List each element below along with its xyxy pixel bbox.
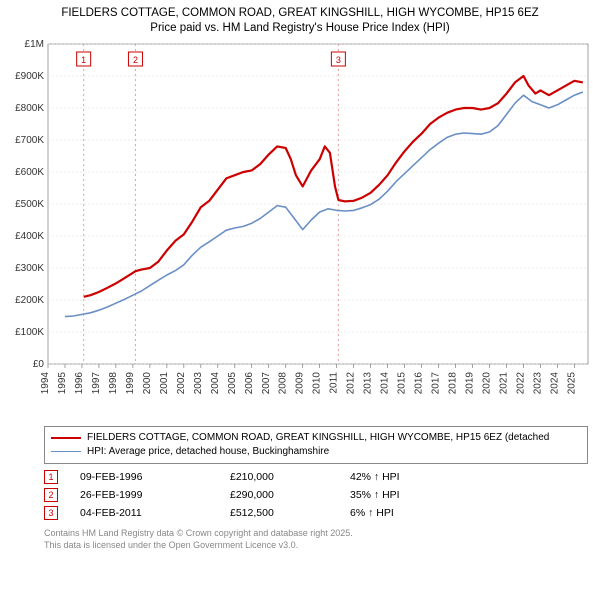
svg-text:2: 2 — [133, 55, 138, 65]
svg-text:2008: 2008 — [278, 371, 289, 394]
svg-text:2005: 2005 — [227, 371, 238, 394]
markers-table: 1 09-FEB-1996 £210,000 42% ↑ HPI 2 26-FE… — [44, 468, 588, 522]
chart-title: FIELDERS COTTAGE, COMMON ROAD, GREAT KIN… — [8, 6, 592, 36]
svg-text:2004: 2004 — [210, 371, 221, 394]
marker-date-3: 04-FEB-2011 — [80, 507, 230, 519]
svg-text:£700K: £700K — [15, 135, 44, 146]
svg-text:2013: 2013 — [363, 371, 374, 394]
marker-row-3: 3 04-FEB-2011 £512,500 6% ↑ HPI — [44, 504, 588, 522]
svg-text:1994: 1994 — [40, 371, 51, 394]
svg-text:£600K: £600K — [15, 167, 44, 178]
svg-text:2001: 2001 — [159, 371, 170, 394]
svg-text:£0: £0 — [33, 359, 45, 370]
marker-delta-3: 6% ↑ HPI — [350, 507, 470, 519]
marker-price-2: £290,000 — [230, 489, 350, 501]
svg-text:1996: 1996 — [74, 371, 85, 394]
svg-text:2019: 2019 — [465, 371, 476, 394]
svg-text:2022: 2022 — [515, 371, 526, 394]
svg-text:2010: 2010 — [312, 371, 323, 394]
svg-text:2007: 2007 — [261, 371, 272, 394]
marker-date-2: 26-FEB-1999 — [80, 489, 230, 501]
legend-swatch-hpi — [51, 451, 81, 452]
chart-svg: £0 £100K £200K £300K £400K £500K £600K £700K £80… — [8, 40, 592, 420]
svg-text:£900K: £900K — [15, 71, 44, 82]
svg-text:£200K: £200K — [15, 295, 44, 306]
marker-price-1: £210,000 — [230, 471, 350, 483]
attribution: Contains HM Land Registry data © Crown c… — [44, 528, 592, 551]
svg-text:£300K: £300K — [15, 263, 44, 274]
svg-text:2023: 2023 — [532, 371, 543, 394]
svg-text:2025: 2025 — [566, 371, 577, 394]
attribution-line-2: This data is licensed under the Open Gov… — [44, 540, 592, 552]
marker-delta-1: 42% ↑ HPI — [350, 471, 470, 483]
svg-text:1997: 1997 — [91, 371, 102, 394]
marker-badge-2: 2 — [44, 488, 58, 502]
attribution-line-1: Contains HM Land Registry data © Crown c… — [44, 528, 592, 540]
svg-text:1995: 1995 — [57, 371, 68, 394]
marker-badge-3: 3 — [44, 506, 58, 520]
svg-text:2002: 2002 — [176, 371, 187, 394]
svg-text:1: 1 — [81, 55, 86, 65]
chart-container: FIELDERS COTTAGE, COMMON ROAD, GREAT KIN… — [0, 0, 600, 590]
svg-text:2021: 2021 — [498, 371, 509, 394]
svg-text:2012: 2012 — [346, 371, 357, 394]
svg-text:3: 3 — [336, 55, 341, 65]
svg-text:2011: 2011 — [329, 371, 340, 393]
svg-text:£100K: £100K — [15, 327, 44, 338]
legend-row-property: FIELDERS COTTAGE, COMMON ROAD, GREAT KIN… — [51, 431, 581, 445]
svg-text:2024: 2024 — [549, 371, 560, 394]
svg-text:2015: 2015 — [397, 371, 408, 394]
svg-text:2020: 2020 — [482, 371, 493, 394]
svg-text:£800K: £800K — [15, 103, 44, 114]
svg-text:2018: 2018 — [448, 371, 459, 394]
svg-text:2009: 2009 — [295, 371, 306, 394]
svg-text:1999: 1999 — [125, 371, 136, 394]
chart-plot-area: £0 £100K £200K £300K £400K £500K £600K £700K £80… — [8, 40, 592, 420]
title-line-1: FIELDERS COTTAGE, COMMON ROAD, GREAT KIN… — [8, 6, 592, 21]
marker-date-1: 09-FEB-1996 — [80, 471, 230, 483]
marker-price-3: £512,500 — [230, 507, 350, 519]
svg-text:2014: 2014 — [380, 371, 391, 394]
svg-text:1998: 1998 — [108, 371, 119, 394]
legend: FIELDERS COTTAGE, COMMON ROAD, GREAT KIN… — [44, 426, 588, 464]
svg-text:2000: 2000 — [142, 371, 153, 394]
marker-delta-2: 35% ↑ HPI — [350, 489, 470, 501]
svg-text:£1M: £1M — [25, 40, 44, 50]
legend-row-hpi: HPI: Average price, detached house, Buck… — [51, 445, 581, 459]
legend-label-property: FIELDERS COTTAGE, COMMON ROAD, GREAT KIN… — [87, 432, 549, 443]
title-line-2: Price paid vs. HM Land Registry's House … — [8, 21, 592, 36]
marker-row-1: 1 09-FEB-1996 £210,000 42% ↑ HPI — [44, 468, 588, 486]
svg-text:£400K: £400K — [15, 231, 44, 242]
svg-text:2003: 2003 — [193, 371, 204, 394]
marker-badge-1: 1 — [44, 470, 58, 484]
svg-text:2016: 2016 — [414, 371, 425, 394]
legend-swatch-property — [51, 437, 81, 439]
legend-label-hpi: HPI: Average price, detached house, Buck… — [87, 446, 329, 457]
svg-text:2017: 2017 — [431, 371, 442, 394]
svg-text:2006: 2006 — [244, 371, 255, 394]
svg-text:£500K: £500K — [15, 199, 44, 210]
marker-row-2: 2 26-FEB-1999 £290,000 35% ↑ HPI — [44, 486, 588, 504]
